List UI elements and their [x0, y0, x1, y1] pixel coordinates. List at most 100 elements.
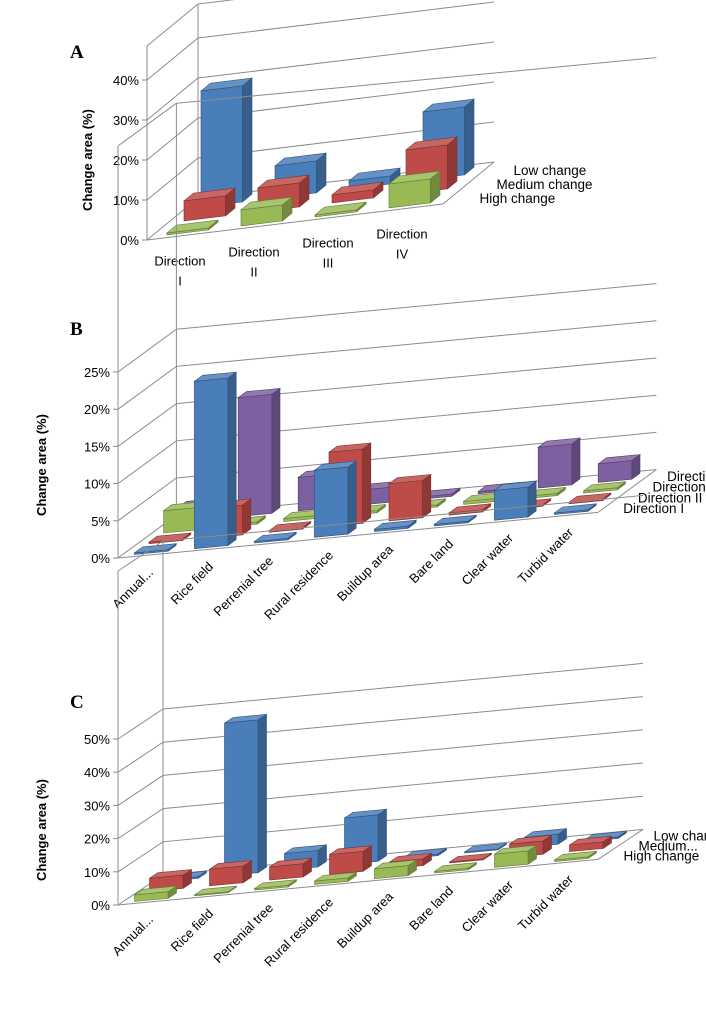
- category-label: II: [250, 265, 257, 280]
- bar-side-face: [423, 475, 431, 518]
- bar-direction-iv-1: [238, 388, 280, 516]
- y-tick-label: 15%: [84, 439, 110, 454]
- chart-panel-a: A 0% 10% 20% 30% 40% Change area (%) Direction I…: [70, 0, 593, 289]
- bar-direction-i-1: [194, 372, 236, 549]
- bar-front-face: [598, 461, 632, 483]
- gridline: [118, 284, 656, 372]
- bar-high-change-6: [495, 845, 537, 867]
- panel-letter: C: [70, 692, 84, 713]
- y-tick-label: 10%: [84, 477, 110, 492]
- y-tick-label: 30%: [84, 798, 110, 813]
- bar-side-face: [572, 438, 580, 485]
- y-tick-label: 20%: [84, 832, 110, 847]
- category-label: IV: [396, 247, 409, 262]
- gridline: [118, 663, 643, 739]
- panel-letter: A: [70, 42, 84, 63]
- chart-panel-b: B 0% 5% 10% 15% 20% 25% Change area (%) Annual..…: [34, 58, 706, 623]
- bar-front-face: [389, 481, 423, 521]
- bar-front-face: [210, 866, 244, 886]
- bar-medium--3: [330, 846, 372, 875]
- bar-side-face: [448, 137, 458, 189]
- bar-front-face: [538, 444, 572, 488]
- category-label: Rice field: [168, 906, 216, 954]
- category-label: Clear water: [459, 530, 517, 588]
- bar-medium-change-0: [184, 188, 235, 221]
- bar-side-face: [465, 99, 475, 175]
- bar-front-face: [238, 394, 272, 516]
- y-tick-label: 25%: [84, 365, 110, 380]
- bar-direction-ii-0: [149, 533, 191, 544]
- y-tick-label: 0%: [91, 898, 110, 913]
- category-label: Direction: [228, 245, 279, 260]
- gridline: [147, 2, 494, 80]
- category-label: Bare land: [406, 883, 456, 933]
- y-tick-label: 0%: [120, 233, 139, 248]
- bar-front-face: [164, 508, 198, 534]
- bar-high-change-0: [135, 886, 177, 901]
- gridline: [118, 697, 643, 773]
- series-label: High change: [480, 191, 556, 206]
- bar-medium--7: [570, 836, 612, 851]
- bar-front-face: [225, 720, 259, 876]
- category-label: Bare land: [406, 536, 456, 586]
- bar-front-face: [314, 467, 348, 537]
- y-tick-label: 10%: [113, 193, 139, 208]
- category-label: Annual...: [109, 565, 156, 612]
- bar-side-face: [363, 443, 371, 523]
- bar-side-face: [228, 372, 236, 545]
- category-label: Direction: [154, 254, 205, 269]
- y-axis-title: Change area (%): [34, 414, 49, 516]
- category-label: Rice field: [168, 559, 216, 607]
- y-tick-label: 30%: [113, 113, 139, 128]
- bar-direction-iii-7: [584, 482, 626, 493]
- y-tick-label: 10%: [84, 865, 110, 880]
- category-label: Direction: [376, 227, 427, 242]
- category-label: Buildup area: [334, 541, 397, 604]
- category-label: Direction: [302, 236, 353, 251]
- bar-direction-ii-4: [389, 475, 431, 521]
- bar-side-face: [258, 714, 266, 872]
- wall-top-edge: [118, 541, 163, 571]
- y-axis-title: Change area (%): [80, 109, 95, 211]
- y-axis-title: Change area (%): [34, 779, 49, 881]
- category-label: Rural residence: [261, 895, 336, 970]
- category-label: Clear water: [459, 877, 517, 935]
- y-tick-label: 40%: [113, 73, 139, 88]
- bar-high-change-4: [375, 860, 417, 879]
- bar-direction-iv-7: [598, 455, 640, 483]
- category-label: Buildup area: [334, 888, 397, 951]
- category-label: I: [178, 274, 182, 289]
- wall-top-edge: [147, 4, 198, 46]
- back-wall-top-edge: [198, 0, 494, 4]
- bar-high-change-1: [241, 197, 292, 226]
- y-tick-label: 0%: [91, 551, 110, 566]
- bar-direction-iv-6: [538, 438, 580, 488]
- bar-front-face: [194, 378, 228, 549]
- series-label: Low change: [514, 163, 587, 178]
- bar-front-face: [330, 851, 364, 874]
- bar-medium-change-2: [332, 182, 383, 203]
- bar-medium--2: [270, 858, 312, 880]
- y-tick-label: 50%: [84, 732, 110, 747]
- bar-direction-i-6: [494, 481, 536, 520]
- bar-front-face: [494, 487, 528, 520]
- y-tick-label: 5%: [91, 514, 110, 529]
- category-label: Annual...: [109, 912, 156, 959]
- category-label: Turbid water: [515, 871, 577, 933]
- bar-low-change-1: [225, 714, 267, 876]
- series-label: Direction IV: [667, 469, 706, 484]
- category-label: Turbid water: [515, 524, 577, 586]
- y-tick-label: 20%: [113, 153, 139, 168]
- series-label: Low change: [654, 828, 706, 843]
- gridline: [118, 730, 643, 806]
- category-label: III: [323, 256, 334, 271]
- y-tick-label: 40%: [84, 765, 110, 780]
- category-label: Rural residence: [261, 548, 336, 623]
- y-tick-label: 20%: [84, 402, 110, 417]
- bar-low-change-0: [201, 78, 252, 207]
- bar-front-face: [201, 86, 243, 207]
- panel-letter: B: [70, 319, 83, 340]
- bar-side-face: [272, 388, 280, 513]
